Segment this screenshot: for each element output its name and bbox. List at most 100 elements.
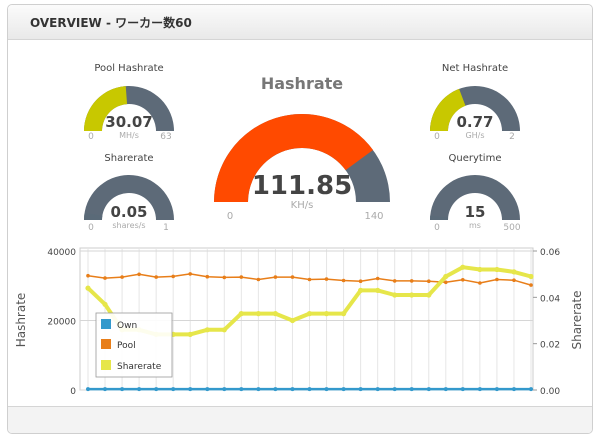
chart-y2-tick-label: 0.00 <box>540 387 560 397</box>
series-point-own <box>307 387 312 392</box>
series-point-own <box>137 387 142 392</box>
chart-y2-tick-label: 0.06 <box>540 248 560 258</box>
pool-hashrate-gauge-fill <box>84 86 128 131</box>
pool-hashrate-min: 0 <box>88 132 94 142</box>
series-point-pool <box>154 275 158 279</box>
series-point-own <box>120 387 125 392</box>
series-point-sharerate <box>460 264 466 270</box>
series-point-pool <box>341 278 346 283</box>
hashrate-value: 111.85 <box>252 171 352 201</box>
series-point-pool <box>512 278 516 282</box>
series-point-pool <box>86 273 90 278</box>
net-hashrate-gauge-fill <box>430 88 466 131</box>
pool-hashrate-gauge: Pool Hashrate 30.07 MH/s 0 63 <box>84 63 174 142</box>
series-point-own <box>477 387 482 392</box>
series-point-sharerate <box>102 301 108 307</box>
querytime-gauge: Querytime 15 ms 0 500 <box>430 153 521 233</box>
sharerate-max: 1 <box>163 223 169 233</box>
legend-swatch-sharerate <box>101 360 111 370</box>
series-point-sharerate <box>85 285 91 291</box>
net-hashrate-value: 0.77 <box>456 113 493 131</box>
series-point-pool <box>427 279 431 283</box>
panel-header: OVERVIEW - ワーカー数60 <box>8 5 592 40</box>
series-point-pool <box>324 277 329 281</box>
series-point-own <box>358 387 363 392</box>
series-point-sharerate <box>358 287 364 293</box>
net-hashrate-gauge: Net Hashrate 0.77 GH/s 0 2 <box>430 63 520 142</box>
series-point-sharerate <box>511 269 517 275</box>
series-point-own <box>426 387 431 392</box>
series-point-own <box>171 387 176 392</box>
series-point-own <box>154 387 159 392</box>
series-point-pool <box>137 272 141 277</box>
series-point-own <box>290 387 295 392</box>
hashrate-chart: 0 20000 40000 0.00 0.02 0.04 0.06 Hashrate Sha… <box>14 247 584 397</box>
series-point-own <box>529 387 533 392</box>
series-point-pool <box>375 276 380 281</box>
series-point-pool <box>120 275 124 279</box>
series-point-pool <box>307 277 312 282</box>
pool-hashrate-unit: MH/s <box>119 131 139 140</box>
series-point-sharerate <box>306 311 313 317</box>
hashrate-max: 140 <box>364 211 383 222</box>
series-point-sharerate <box>221 327 227 333</box>
series-point-sharerate <box>238 311 244 317</box>
hashrate-min: 0 <box>227 211 233 222</box>
dashboard-canvas: Pool Hashrate 30.07 MH/s 0 63 Sharerate … <box>14 63 584 397</box>
querytime-gauge-arc <box>430 175 520 220</box>
series-point-sharerate <box>272 311 278 317</box>
querytime-gauge-fill <box>430 215 449 220</box>
series-point-pool <box>239 275 244 279</box>
series-point-own <box>324 387 329 392</box>
series-point-pool <box>529 283 533 287</box>
overview-panel: OVERVIEW - ワーカー数60 Pool Hashrate 30.07 M… <box>7 4 593 434</box>
chart-axes: 0 20000 40000 0.00 0.02 0.04 0.06 <box>47 248 560 397</box>
sharerate-gauge-arc <box>84 175 174 220</box>
series-point-sharerate <box>289 317 296 324</box>
pool-hashrate-max: 63 <box>160 132 171 142</box>
series-point-own <box>205 387 210 392</box>
querytime-max: 500 <box>503 223 520 233</box>
series-point-sharerate <box>494 266 500 273</box>
querytime-value: 15 <box>465 203 486 221</box>
series-point-sharerate <box>323 311 330 317</box>
legend-swatch-pool <box>101 339 111 349</box>
hashrate-gauge-fill <box>214 114 374 202</box>
chart-y2-tick-label: 0.02 <box>540 341 560 351</box>
net-hashrate-min: 0 <box>434 132 440 142</box>
chart-y-tick-label: 0 <box>70 387 76 397</box>
series-point-own <box>409 387 414 392</box>
sharerate-gauge-fill <box>84 212 103 220</box>
series-point-pool <box>409 279 414 283</box>
series-point-pool <box>290 275 295 279</box>
series-point-pool <box>358 279 363 283</box>
series-point-sharerate <box>409 292 415 298</box>
series-point-sharerate <box>477 266 483 273</box>
series-point-sharerate <box>204 327 210 333</box>
series-point-sharerate <box>528 273 534 280</box>
series-point-own <box>512 387 516 392</box>
series-point-own <box>443 387 448 392</box>
hashrate-title: Hashrate <box>261 74 343 93</box>
series-point-pool <box>444 280 448 285</box>
chart-y-tick-label: 40000 <box>47 248 76 258</box>
panel-footer <box>8 406 592 433</box>
series-point-own <box>222 387 227 392</box>
series-point-sharerate <box>443 273 449 280</box>
sharerate-title: Sharerate <box>104 153 153 164</box>
querytime-min: 0 <box>434 223 440 233</box>
legend-label-sharerate: Sharerate <box>117 362 162 372</box>
series-point-own <box>86 387 90 392</box>
sharerate-value: 0.05 <box>110 203 147 221</box>
sharerate-min: 0 <box>88 223 94 233</box>
series-point-own <box>392 387 397 392</box>
legend-label-own: Own <box>117 321 137 331</box>
series-point-own <box>460 387 465 392</box>
panel-title: OVERVIEW - ワーカー数60 <box>30 16 192 30</box>
series-point-sharerate <box>255 311 261 317</box>
series-point-sharerate <box>392 292 398 298</box>
net-hashrate-title: Net Hashrate <box>442 63 508 74</box>
panel-body: Pool Hashrate 30.07 MH/s 0 63 Sharerate … <box>8 40 592 406</box>
series-point-own <box>341 387 346 392</box>
pool-hashrate-value: 30.07 <box>105 113 152 131</box>
